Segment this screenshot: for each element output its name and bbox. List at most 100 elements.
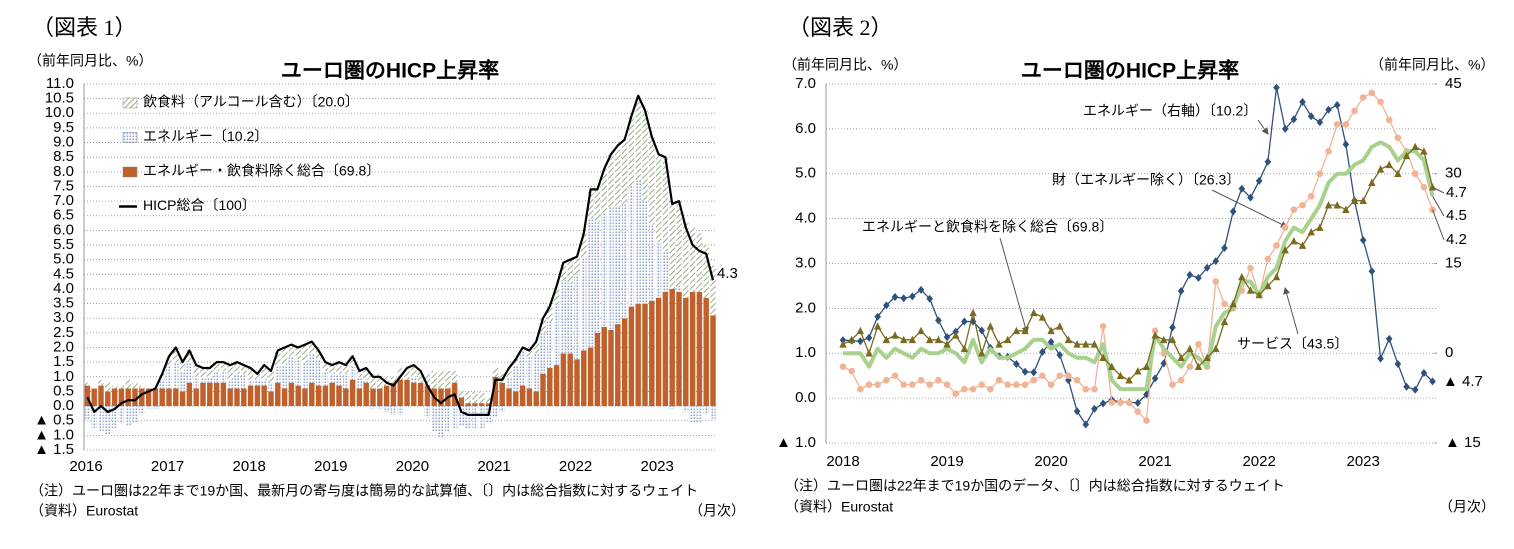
marker <box>1377 354 1384 363</box>
y-tick-label: 1.0 <box>795 344 816 361</box>
bar-segment <box>288 382 295 407</box>
bar-segment <box>608 206 614 330</box>
marker <box>1142 362 1151 371</box>
marker <box>1429 377 1436 386</box>
marker <box>978 349 986 357</box>
figure-label: （図表 1） <box>32 15 137 40</box>
bar-segment <box>159 388 165 407</box>
bar-segment <box>553 365 560 407</box>
bar-segment <box>594 221 601 333</box>
bar-segment <box>635 95 641 181</box>
bar-segment <box>540 373 546 407</box>
marker <box>1056 322 1064 330</box>
bar-segment <box>207 382 213 407</box>
marker <box>943 333 951 342</box>
bar-segment <box>111 406 118 430</box>
marker <box>1290 206 1298 213</box>
bar-segment <box>574 256 580 275</box>
end-label: 4.7 <box>1446 184 1467 201</box>
bar-segment <box>363 382 369 407</box>
marker <box>943 381 951 388</box>
marker <box>1221 300 1228 308</box>
y-tick-label: 9.0 <box>53 134 74 151</box>
marker <box>900 381 907 388</box>
bar-segment <box>676 291 682 407</box>
legend-swatch <box>122 166 138 178</box>
marker <box>874 312 881 321</box>
y-tick-label: 10.0 <box>45 104 74 121</box>
marker <box>1342 205 1350 213</box>
x-tick-label: 2020 <box>1034 453 1067 470</box>
bar-segment <box>207 368 213 377</box>
bar-segment <box>275 350 281 366</box>
marker <box>1030 376 1038 384</box>
figure-label: （図表 2） <box>788 15 893 40</box>
marker <box>1394 134 1402 142</box>
bar-segment <box>451 406 458 430</box>
bar-segment <box>404 368 410 380</box>
bar-segment <box>649 300 655 407</box>
chart-title: ユーロ圏のHICP上昇率 <box>1021 59 1239 83</box>
y-tick-label: 6.0 <box>53 221 74 238</box>
bar-segment <box>438 388 444 407</box>
bar-segment <box>424 373 431 386</box>
marker <box>857 337 864 346</box>
marker <box>1350 196 1359 204</box>
marker <box>1324 201 1333 209</box>
marker <box>1325 105 1332 114</box>
bar-segment <box>553 286 560 304</box>
bar-segment <box>349 379 356 407</box>
marker <box>883 301 890 310</box>
y-tick-label: 9.5 <box>53 119 74 136</box>
bar-segment <box>567 353 573 407</box>
bar-segment <box>139 406 145 415</box>
bar-segment <box>241 365 247 374</box>
bar-segment <box>574 274 580 360</box>
y2-tick-label: 30 <box>1445 165 1462 182</box>
marker <box>943 340 951 348</box>
bar-segment <box>431 370 437 389</box>
bar-segment <box>411 382 417 407</box>
bar-segment <box>458 406 465 427</box>
marker <box>891 293 899 302</box>
y-tick-label: 1.5 <box>53 353 74 370</box>
annotation-arrow <box>999 237 1029 334</box>
y-tick-label: 7.5 <box>53 177 74 194</box>
bar-segment <box>356 370 363 377</box>
marker <box>1082 420 1090 429</box>
bar-segment <box>343 388 349 407</box>
bar-segment <box>615 324 621 407</box>
marker <box>1298 241 1307 249</box>
bar-segment <box>186 350 193 363</box>
marker <box>961 317 968 326</box>
bar-segment <box>322 385 329 407</box>
bar-segment <box>349 356 356 366</box>
y-tick-label: ▲ 1.5 <box>34 441 74 458</box>
x-tick-label: 2016 <box>69 458 102 475</box>
bar-segment <box>594 332 601 407</box>
marker <box>1333 100 1341 109</box>
bar-segment <box>451 370 458 383</box>
bar-segment <box>288 344 295 357</box>
marker <box>1299 97 1306 106</box>
marker <box>1325 148 1332 155</box>
bar-segment <box>281 347 288 366</box>
bar-segment <box>479 403 485 407</box>
marker <box>1004 335 1012 344</box>
y-tick-label: 10.5 <box>45 90 74 107</box>
bar-segment <box>465 406 471 430</box>
marker <box>1359 196 1367 204</box>
bar-segment <box>472 403 478 407</box>
marker <box>1177 376 1185 384</box>
bar-segment <box>540 332 546 374</box>
y-tick-label: 11.0 <box>46 75 74 92</box>
bar-segment <box>411 365 417 377</box>
bar-segment <box>669 288 675 407</box>
marker <box>1177 353 1185 362</box>
bar-segment <box>118 385 125 389</box>
marker <box>1186 344 1194 353</box>
line <box>843 140 1435 392</box>
marker <box>1359 236 1367 245</box>
marker <box>1333 121 1341 128</box>
marker <box>1012 326 1021 335</box>
